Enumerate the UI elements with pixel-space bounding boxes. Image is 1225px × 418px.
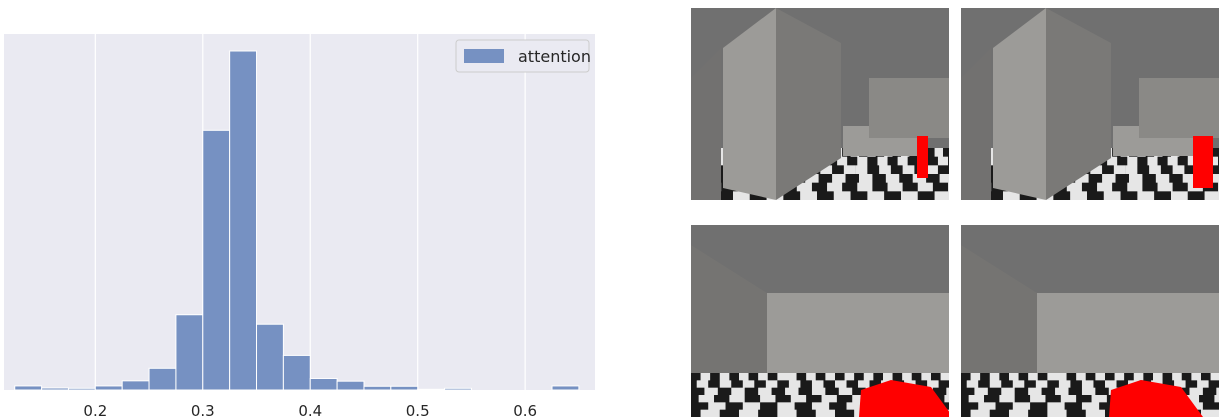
plot-background xyxy=(4,34,595,390)
maze-frame-4 xyxy=(961,225,1219,417)
maze-view xyxy=(691,225,949,417)
histogram-bar xyxy=(41,387,69,391)
histogram-bar xyxy=(309,377,338,391)
target-object xyxy=(859,380,949,417)
target-object xyxy=(917,136,928,178)
histogram-bar xyxy=(417,388,446,391)
target-object xyxy=(1193,136,1213,188)
histogram-bar xyxy=(282,354,311,391)
legend: attention xyxy=(455,39,591,73)
histogram-bar xyxy=(202,129,231,391)
target-object xyxy=(1109,380,1203,417)
histogram-bar xyxy=(175,314,204,391)
maze-frame-3 xyxy=(691,225,949,417)
histogram-bar xyxy=(444,387,472,391)
x-tick-label: 0.2 xyxy=(83,402,107,418)
maze-view xyxy=(961,8,1219,200)
histogram-bar xyxy=(148,367,177,391)
x-axis-tick-labels: 0.2 0.3 0.4 0.5 0.6 xyxy=(83,402,537,418)
histogram-bar xyxy=(390,385,419,391)
attention-histogram: 0.2 0.3 0.4 0.5 0.6 attention xyxy=(4,34,595,418)
x-tick-label: 0.4 xyxy=(298,402,322,418)
histogram-bar xyxy=(67,387,96,391)
x-tick-label: 0.6 xyxy=(513,402,537,418)
histogram-bar xyxy=(121,380,150,391)
legend-label-attention: attention xyxy=(518,47,591,66)
maze-view xyxy=(691,8,949,200)
maze-view xyxy=(961,225,1219,417)
histogram-bar xyxy=(256,323,284,391)
legend-box xyxy=(455,39,590,73)
histogram-bars xyxy=(14,50,580,391)
legend-swatch-attention xyxy=(464,49,504,63)
histogram-bar xyxy=(229,50,258,391)
histogram-bar xyxy=(363,385,392,391)
maze-frame-1 xyxy=(691,8,949,200)
x-tick-label: 0.3 xyxy=(191,402,215,418)
histogram-bar xyxy=(551,385,580,391)
histogram-bar xyxy=(94,385,123,391)
maze-frame-2 xyxy=(961,8,1219,200)
histogram-bar xyxy=(14,385,43,391)
x-tick-label: 0.5 xyxy=(406,402,430,418)
histogram-bar xyxy=(336,380,365,391)
